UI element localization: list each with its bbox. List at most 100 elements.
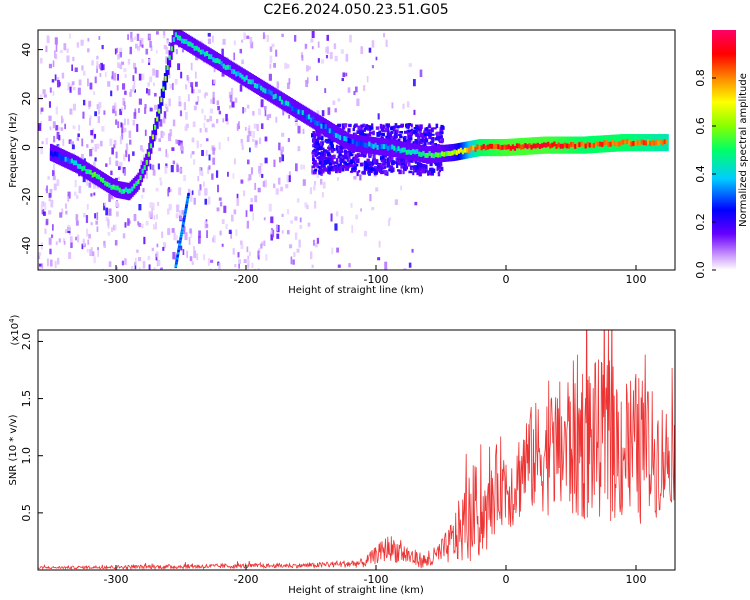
ridge-core	[353, 139, 356, 145]
snr-x-ticks: -300 -200 -100 0 100	[104, 565, 647, 586]
spectrogram-cell	[384, 127, 389, 133]
ridge-core	[129, 188, 132, 194]
ridge-core	[318, 120, 321, 126]
spectrogram-cell	[144, 104, 147, 109]
spectrogram-cell	[264, 157, 268, 164]
ridge-core	[337, 133, 340, 139]
spectrogram-cell	[193, 105, 197, 111]
spectrogram-cell	[416, 136, 420, 141]
spectrogram-cell	[142, 260, 146, 269]
spectrogram-cell	[89, 118, 91, 126]
spectrogram-cell	[269, 63, 272, 69]
spectrogram-cell	[49, 87, 52, 93]
spectrogram-cell	[383, 159, 386, 163]
spectrogram-cell	[414, 138, 418, 142]
ridge-core	[172, 37, 175, 42]
spectrogram-cell	[105, 216, 109, 222]
spectrogram-cell	[149, 163, 152, 170]
spectrogram-cell	[67, 224, 71, 232]
spectrogram-cell	[266, 114, 270, 121]
spectrogram-cell	[104, 71, 107, 78]
spectrogram-cell	[405, 163, 408, 168]
spectrogram-cell	[55, 106, 58, 115]
spectrogram-cell	[431, 133, 435, 136]
spectrogram-cell	[418, 171, 422, 177]
spectrogram-x-ticks: -300 -200 -100 0 100	[104, 265, 647, 286]
spectrogram-cell	[408, 123, 412, 126]
spectrogram-cell	[368, 133, 372, 137]
spectrogram-cell	[335, 144, 339, 148]
spectrogram-cell	[399, 158, 403, 162]
spectrogram-cell	[244, 107, 247, 113]
spectrogram-cell	[140, 223, 144, 229]
spectrogram-cell	[72, 56, 75, 62]
spectrogram-cell	[94, 111, 98, 117]
ridge-core	[603, 140, 606, 146]
ridge-core	[334, 133, 338, 138]
spectrogram-cell	[109, 138, 113, 146]
ridge-core	[181, 38, 184, 44]
spectrogram-cell	[273, 159, 276, 167]
ridge-core	[359, 140, 363, 146]
spectrogram-cell	[89, 115, 92, 120]
spectrogram-cell	[360, 125, 363, 131]
ridge-core	[572, 142, 575, 148]
spectrogram-cell	[324, 140, 329, 143]
spectrogram-cell	[352, 156, 355, 160]
spectrogram-cell	[330, 144, 334, 150]
spectrogram-cell	[127, 218, 130, 226]
spectrogram-cell	[45, 45, 48, 53]
spectrogram-cell	[294, 232, 298, 240]
ridge-core	[526, 144, 529, 150]
ridge-core	[505, 144, 508, 150]
spectrogram-cell	[438, 133, 441, 139]
y-tick-label: 0.5	[20, 504, 33, 522]
ridge-core	[156, 116, 159, 122]
spectrogram-cell	[379, 156, 384, 161]
spectrogram-cell	[165, 46, 169, 55]
spectrogram-cell	[341, 164, 345, 169]
spectrogram-cell	[212, 235, 216, 243]
spectrogram-cell	[427, 172, 430, 176]
spectrogram-cell	[128, 154, 130, 162]
ridge-core	[262, 87, 265, 93]
spectrogram-cell	[344, 123, 347, 128]
spectrogram-cell	[156, 251, 159, 258]
spectrogram-cell	[260, 241, 264, 246]
spectrogram-cell	[49, 248, 52, 255]
spectrogram-cell	[173, 232, 176, 241]
spectrogram-cell	[418, 167, 423, 172]
spectrogram-cell	[347, 87, 351, 93]
spectrogram-cell	[38, 252, 41, 260]
spectrogram-cell	[270, 230, 273, 235]
spectrogram-cell	[221, 72, 225, 77]
ridge-core	[522, 144, 525, 150]
spectrogram-cell	[69, 108, 73, 115]
spectrogram-cell	[295, 122, 299, 126]
spectrogram-cell	[256, 123, 259, 131]
spectrogram-cell	[294, 216, 298, 221]
spectrogram-cell	[412, 171, 415, 176]
spectrogram-cell	[407, 134, 410, 140]
spectrogram-cell	[248, 174, 252, 181]
spectrogram-cell	[236, 199, 239, 206]
spectrogram-cell	[438, 136, 441, 142]
spectrogram-cell	[275, 116, 278, 123]
spectrogram-cell	[96, 104, 99, 110]
spectrogram-cell	[151, 164, 155, 171]
ridge-core	[432, 153, 435, 159]
spectrogram-cell	[216, 118, 219, 124]
spectrogram-cell	[257, 268, 260, 270]
snr-frame	[37, 329, 676, 571]
ridge-core	[241, 74, 244, 80]
ridge-core	[420, 152, 423, 158]
ridge-core	[547, 141, 550, 147]
spectrogram-cell	[42, 89, 46, 95]
ridge-core	[230, 69, 234, 74]
ridge-core	[307, 114, 311, 120]
spectrogram-cell	[388, 158, 392, 163]
spectrogram-cell	[121, 127, 124, 134]
spectrogram-cell	[351, 153, 354, 156]
ridge-core	[513, 145, 517, 151]
spectrogram-cell	[438, 133, 442, 136]
